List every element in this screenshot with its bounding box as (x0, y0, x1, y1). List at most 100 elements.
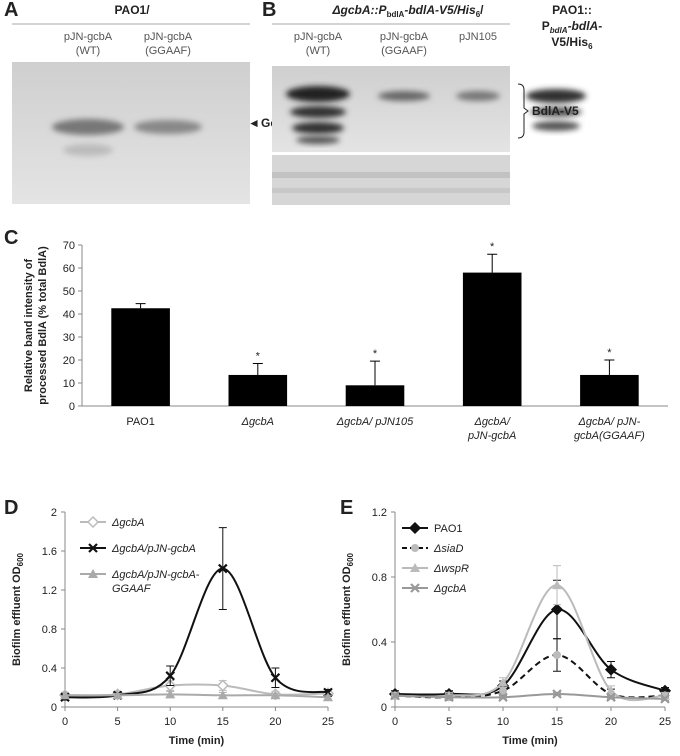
data-point (606, 692, 616, 703)
series-line (394, 608, 666, 696)
data-point (499, 686, 507, 695)
control-label: V5/His6 (551, 35, 593, 51)
legend-marker (411, 544, 419, 552)
y-tick-label: 0 (51, 702, 57, 714)
y-tick-label: 50 (63, 286, 75, 298)
significance: * (373, 348, 378, 360)
control-label: PAO1:: (552, 3, 592, 17)
data-point (660, 694, 670, 704)
data-point (270, 672, 281, 683)
error-bar (370, 360, 380, 386)
bar (228, 374, 288, 406)
legend-marker (410, 583, 420, 593)
x-tick-label: ΔgcbA/ pJN-gcbA(GGAAF) (574, 416, 645, 442)
y-tick-label: 0.8 (372, 572, 387, 584)
data-point (498, 677, 508, 687)
legend-marker (408, 521, 422, 535)
series-line (394, 692, 666, 700)
panel-label: B (262, 0, 276, 21)
significance: * (256, 350, 261, 362)
x-tick-label: 5 (115, 716, 121, 728)
data-point (217, 690, 228, 700)
y-tick-label: 70 (63, 240, 75, 252)
y-axis-label-subscript: 600 (16, 552, 25, 566)
legend-marker (410, 563, 420, 572)
x-tick-label: 0 (392, 716, 398, 728)
x-tick-label: ΔgcbA/pJN-gcbA (467, 416, 516, 442)
y-tick-label: 30 (63, 332, 75, 344)
legend-label: ΔgcbA (111, 517, 144, 529)
lane-label: pJN-gcbA (GGAAF) (144, 31, 193, 57)
x-tick-label: 5 (446, 716, 452, 728)
x-tick-label: 10 (164, 716, 176, 728)
y-tick-label: 2 (51, 507, 57, 519)
y-tick-label: 20 (63, 355, 75, 367)
series-line (64, 567, 329, 699)
data-point (165, 689, 176, 699)
legend-label: ΔwspR (433, 563, 469, 575)
x-tick-label: 20 (269, 716, 281, 728)
y-tick-label: 1.6 (42, 546, 57, 558)
x-axis-label: Time (min) (169, 735, 225, 747)
y-tick-label: 1.2 (42, 585, 57, 597)
legend-label: ΔgcbA (433, 583, 466, 595)
y-tick-label: 60 (63, 263, 75, 275)
blot-image (12, 62, 250, 204)
error-bar (604, 359, 615, 375)
legend-label: ΔgcbA/pJN-gcbA (111, 543, 196, 555)
x-axis-label: Time (min) (502, 735, 558, 747)
error-bar (135, 303, 146, 309)
lane-label: pJN105 (459, 31, 497, 43)
x-tick-label: ΔgcbA (241, 416, 274, 428)
data-point (552, 580, 562, 590)
x-tick-label: 25 (659, 716, 671, 728)
y-tick-label: 0.4 (42, 663, 57, 675)
data-point (270, 690, 281, 700)
significance: * (607, 347, 612, 359)
data-point (165, 671, 175, 681)
data-point (218, 563, 228, 574)
panel-label: A (4, 0, 18, 21)
bar (111, 308, 170, 406)
legend-marker (86, 515, 100, 529)
y-axis-label: Relative band intensity of processed BdlA… (23, 246, 49, 405)
legend-marker (88, 569, 98, 578)
y-tick-label: 0 (381, 702, 387, 714)
y-tick-label: 0.8 (42, 624, 57, 636)
y-tick-label: 10 (63, 378, 75, 390)
y-tick-label: 1.2 (372, 507, 387, 519)
panel-label: D (4, 497, 18, 519)
error-bar (487, 253, 498, 273)
data-point (444, 692, 454, 703)
series-line (394, 653, 666, 699)
data-point (323, 692, 333, 702)
y-tick-label: 0 (69, 401, 75, 413)
x-tick-label: 15 (551, 716, 563, 728)
x-tick-label: 10 (497, 716, 509, 728)
panel-label: E (340, 497, 353, 519)
x-tick-label: 20 (605, 716, 617, 728)
y-axis-label-text: Biofilm effluent OD (11, 566, 23, 666)
y-axis-label: Biofilm effluent OD600 (11, 552, 25, 666)
data-point (390, 690, 400, 701)
x-tick-label: 15 (217, 716, 229, 728)
y-axis-label: Biofilm effluent OD600 (341, 552, 355, 666)
blot-image (272, 66, 586, 205)
x-tick-label: 0 (62, 716, 68, 728)
y-tick-label: 0.4 (372, 637, 387, 649)
data-point (606, 685, 616, 695)
bar (345, 385, 405, 406)
lane-label: pJN-gcbA (WT) (294, 31, 343, 57)
blot-title: PAO1/ (114, 3, 150, 17)
series-line (64, 683, 329, 697)
bar (462, 272, 522, 406)
series-line (64, 693, 329, 699)
band-label: BdlA-V5 (532, 104, 579, 118)
x-tick-label: PAO1 (126, 416, 155, 428)
significance: * (490, 241, 495, 253)
y-tick-label: 40 (63, 309, 75, 321)
control-label: PbdlA-bdlA- (542, 19, 602, 35)
legend-label: PAO1 (434, 523, 463, 535)
legend-label: ΔsiaD (433, 543, 463, 555)
error-bar (252, 362, 263, 375)
